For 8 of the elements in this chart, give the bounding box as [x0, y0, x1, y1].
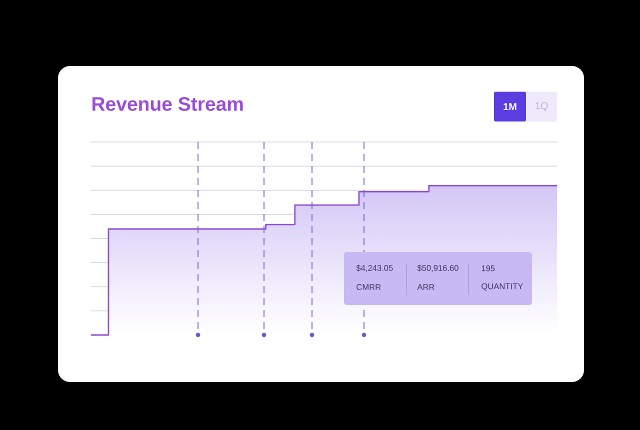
annotation: $50,916.60	[417, 264, 458, 272]
annotation: QUANTITY	[482, 283, 523, 291]
annotation: ARR	[417, 284, 434, 290]
chart-title: Revenue Stream	[92, 97, 243, 111]
annotation: $4,243.05	[356, 264, 393, 272]
annotation: 195	[482, 265, 495, 272]
text: 1M	[504, 103, 516, 110]
annotation: CMRR	[356, 284, 381, 290]
